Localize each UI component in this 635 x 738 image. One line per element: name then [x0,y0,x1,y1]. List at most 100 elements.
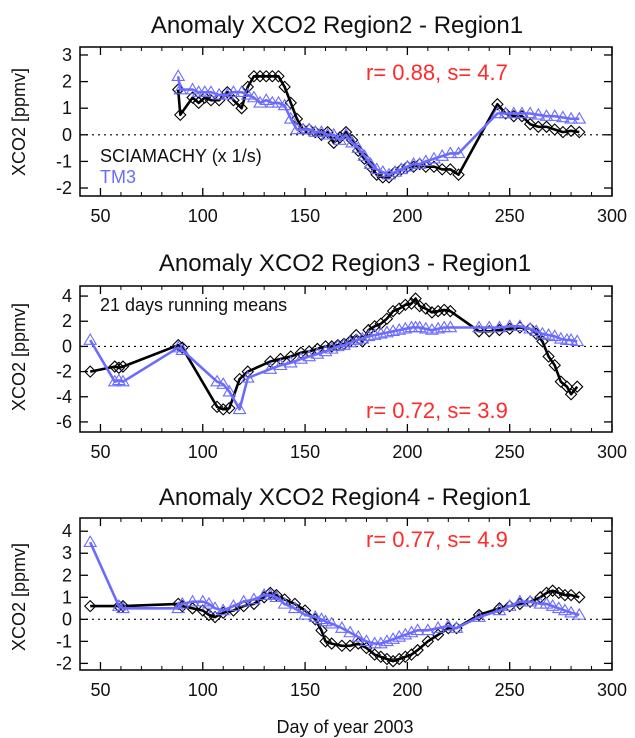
point-tm3 [523,594,538,607]
y-tick-label: 2 [62,565,72,585]
point-sciamachy [419,160,433,174]
point-tm3 [492,603,507,616]
point-sciamachy [493,602,506,615]
point-tm3 [351,629,366,642]
point-tm3 [240,87,255,100]
point-sciamachy [482,325,496,338]
point-sciamachy [325,637,338,650]
point-sciamachy [370,168,383,181]
x-tick-label: 200 [392,442,422,462]
point-tm3 [498,106,513,119]
x-tick-label: 250 [495,680,525,700]
point-tm3 [232,402,247,415]
point-tm3 [201,596,216,609]
point-sciamachy [558,588,572,602]
point-sciamachy [570,380,584,393]
point-sciamachy [196,604,210,617]
plot-frame [79,46,613,197]
point-tm3 [547,329,562,342]
y-tick-label: 4 [62,286,72,306]
point-tm3 [506,106,521,119]
y-tick-label: -2 [56,362,72,382]
point-tm3 [545,599,560,611]
y-tick-label: -2 [56,653,72,673]
point-tm3 [547,109,562,121]
point-tm3 [259,93,274,105]
point-sciamachy [572,125,586,139]
point-sciamachy [264,355,277,368]
point-sciamachy [564,588,578,602]
point-tm3 [523,106,538,119]
point-tm3 [240,370,255,383]
point-tm3 [277,98,292,111]
point-sciamachy [532,120,545,134]
panel-3-title: Anomaly XCO2 Region4 - Region1 [159,484,531,511]
point-tm3 [324,616,339,629]
point-sciamachy [411,643,424,657]
series-line-sciamachy [89,297,579,411]
point-tm3 [234,85,249,97]
panel-2-ylabel: XCO2 [ppmv] [9,303,29,411]
point-tm3 [357,149,372,161]
point-sciamachy [176,341,189,354]
x-tick-label: 150 [290,442,320,462]
panel-region2: Anomaly XCO2 Region2 - Region1 XCO2 [ppm… [9,12,627,226]
point-tm3 [269,590,284,603]
point-sciamachy [374,650,388,664]
point-tm3 [515,106,529,119]
point-sciamachy [452,168,465,181]
point-tm3 [208,601,223,614]
point-sciamachy [444,304,457,318]
x-tick-label: 300 [597,442,627,462]
y-tick-label: 2 [62,72,72,92]
point-tm3 [564,333,579,345]
point-tm3 [314,125,329,137]
point-sciamachy [241,80,255,94]
point-tm3 [404,625,419,638]
point-sciamachy [171,83,185,96]
point-tm3 [443,146,458,159]
point-tm3 [116,601,130,614]
point-tm3 [555,110,570,123]
y-tick-label: -1 [56,151,72,171]
point-tm3 [412,156,427,169]
panel-2-plot: 50 100 150 200 250 300 -6 -4 -2 0 2 4 [56,285,627,462]
point-sciamachy [564,387,578,401]
y-tick-label: 0 [62,125,72,145]
point-tm3 [443,320,458,333]
point-sciamachy [204,93,218,107]
point-tm3 [277,596,292,609]
point-tm3 [410,623,425,636]
point-tm3 [386,632,401,644]
point-tm3 [171,601,186,614]
point-sciamachy [523,595,537,608]
point-tm3 [512,594,527,607]
point-tm3 [283,111,298,124]
point-sciamachy [399,298,412,312]
point-sciamachy [210,400,224,414]
point-tm3 [203,85,218,97]
x-tick-label: 150 [290,680,320,700]
point-tm3 [216,603,231,616]
point-tm3 [539,596,554,609]
y-tick-label: 2 [62,311,72,331]
x-tick-label: 50 [90,442,110,462]
point-sciamachy [548,123,561,136]
point-tm3 [287,601,302,614]
point-sciamachy [278,80,291,94]
point-tm3 [226,85,241,97]
point-sciamachy [431,304,445,318]
point-sciamachy [472,608,486,622]
point-tm3 [420,623,435,636]
point-sciamachy [116,360,130,373]
x-axis-label: Day of year 2003 [276,717,413,737]
point-sciamachy [491,97,504,111]
y-tick-label: 1 [62,587,72,607]
point-tm3 [334,621,349,633]
point-sciamachy [264,586,277,600]
point-tm3 [441,618,456,631]
point-sciamachy [386,654,400,668]
point-sciamachy [444,163,457,176]
point-tm3 [564,605,579,618]
point-sciamachy [83,599,97,613]
